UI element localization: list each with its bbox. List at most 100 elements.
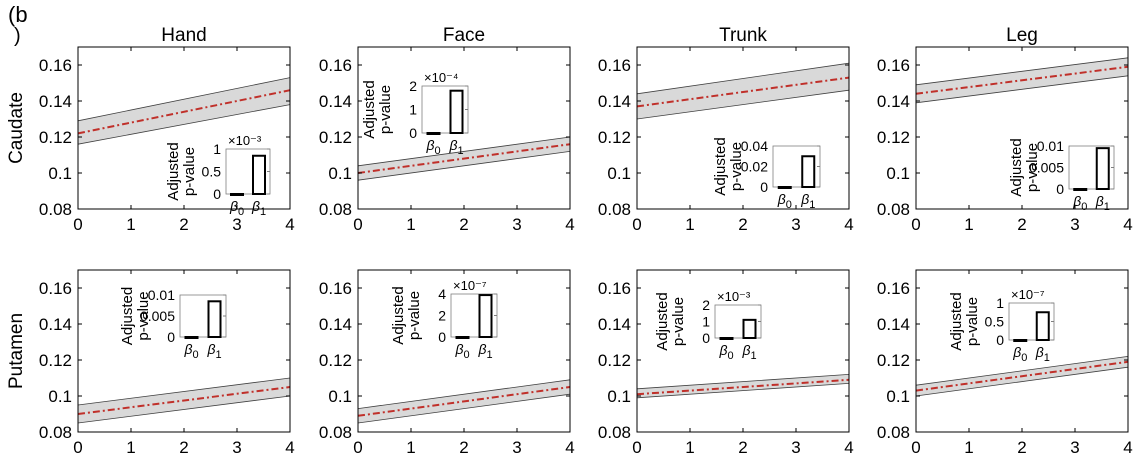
x-tick-label: 4 [1123,215,1132,234]
inset-y-tick-label: 1 [996,295,1004,311]
inset-y-label: Adjusted [165,142,182,200]
fit-line [636,76,850,108]
y-tick-label: 0.08 [877,423,910,442]
inset-y-label: Adjusted [948,292,965,350]
inset-bar [230,193,244,196]
inset-y-tick-label: 4 [438,286,446,302]
subplot-putamen-2: 0.080.10.120.140.1601234DCL012β0β1×10⁻³A… [598,269,854,457]
y-tick-label: 0.16 [319,279,352,298]
inset-y-label: Adjusted [1008,138,1025,196]
inset-y-tick-label: 0 [213,186,221,202]
p-value-inset: 0 0.005 0.01 β0 β1 Adjusted p-value [119,287,227,361]
inset-y-tick-label: 2 [438,308,446,324]
inset-bar [1035,311,1050,341]
inset-y-label: Adjusted [712,137,729,195]
inset-x-tick-label: β1 [741,342,756,362]
inset-y-tick-label: 2 [702,297,710,313]
x-tick-label: 3 [232,215,241,234]
y-tick-label: 0.1 [328,387,352,406]
inset-bar [207,300,222,338]
y-tick-label: 0.14 [598,92,631,111]
p-value-inset: 0 0.5 1 β0 β1 ×10⁻³ Adjusted p-value [165,133,271,218]
y-tick-label: 0.16 [598,56,631,75]
row-label: Putamen [6,313,27,389]
fit-line [636,378,850,396]
subplot-title: Leg [1006,25,1038,46]
p-value-inset: 012 β0 β1 ×10⁻³ Adjusted p-value [654,289,762,362]
inset-bar [777,186,792,189]
subplot-caudate-2: 0.08 0.1 0.12 0.14 0.16 0 1 2 3 4 Trunk 0 0.02 0.04 β0… [598,25,854,234]
x-tick-label: 2 [1017,438,1026,457]
x-tick-label: 4 [565,215,574,234]
inset-bar [719,337,734,340]
inset-x-tick-label: β0 [1072,193,1087,213]
ci-lower-line [636,383,850,399]
inset-x-tick-label: β0 [183,341,198,361]
y-tick-label: 0.14 [319,315,352,334]
x-tick-label: 0 [911,438,920,457]
y-tick-label: 0.14 [877,315,910,334]
y-tick-label: 0.12 [319,128,352,147]
ci-upper-line [77,77,291,122]
y-tick-label: 0.08 [319,423,352,442]
ci-lower-line [915,366,1129,397]
y-tick-label: 0.1 [48,387,72,406]
y-tick-label: 0.16 [39,279,72,298]
p-value-inset: 0 0.005 0.01 β0 β1 Adjusted p-value [1008,138,1115,213]
fit-line [915,65,1129,95]
subplot-putamen-3: 0.080.10.120.140.1601234DCL00.51β0β1×10⁻… [877,269,1133,457]
subplot-caudate-3: 0.08 0.1 0.12 0.14 0.16 0 1 2 3 4 Leg 0 0.005 0.01 β0 β… [877,25,1133,234]
ci-upper-line [357,136,571,167]
x-tick-label: 4 [285,438,294,457]
y-tick-label: 0.1 [328,164,352,183]
inset-x-tick-label: β0 [425,137,440,157]
inset-x-tick-label: β1 [1095,193,1110,213]
x-tick-label: 0 [632,215,641,234]
inset-x-tick-label: β0 [777,191,792,211]
y-tick-label: 0.14 [877,92,910,111]
y-tick-label: 0.12 [877,128,910,147]
inset-bar [478,294,493,339]
x-tick-label: 4 [285,215,294,234]
x-tick-label: 0 [353,215,362,234]
y-tick-label: 0.1 [607,387,631,406]
inset-y-tick-label: 1 [213,141,221,157]
inset-bar [455,336,470,339]
x-tick-label: 0 [632,438,641,457]
subplot-putamen-0: 0.080.10.120.140.1601234DCLPutamen00.005… [6,269,295,457]
inset-y-tick-label: 0 [1056,181,1064,197]
ci-upper-line [915,356,1129,386]
inset-y-tick-label: 0 [702,330,710,346]
inset-exponent: ×10⁻⁴ [424,70,459,85]
x-tick-label: 4 [844,438,853,457]
x-tick-label: 3 [1070,438,1079,457]
inset-x-tick-label: β1 [448,137,463,157]
subplot-title: Hand [161,25,206,46]
inset-y-tick-label: 1 [702,314,710,330]
fit-line [357,386,571,417]
ci-upper-line [357,379,571,409]
y-tick-label: 0.16 [877,56,910,75]
y-tick-label: 0.12 [39,128,72,147]
y-tick-label: 0.14 [39,92,72,111]
subplot-caudate-0: 0.08 0.1 0.12 0.14 0.16 0 1 2 3 4 Hand Caudate 0 0.5 1… [6,25,295,234]
x-tick-label: 2 [179,438,188,457]
y-tick-label: 0.16 [598,279,631,298]
inset-x-tick-label: β1 [251,198,266,218]
x-tick-label: 2 [459,438,468,457]
fit-line [915,360,1129,392]
y-tick-label: 0.08 [598,200,631,219]
inset-x-tick-label: β0 [718,342,733,362]
ci-lower-line [915,75,1129,104]
ci-upper-line [636,374,850,390]
x-tick-label: 1 [126,215,135,234]
x-tick-label: 4 [1123,438,1132,457]
inset-exponent: ×10⁻⁷ [1011,287,1045,302]
y-tick-label: 0.12 [877,351,910,370]
panel-label-fragment: ) [14,25,21,47]
inset-bar [184,336,199,339]
x-tick-label: 1 [406,438,415,457]
inset-y-label: Adjusted [654,292,671,350]
y-tick-label: 0.08 [39,423,72,442]
